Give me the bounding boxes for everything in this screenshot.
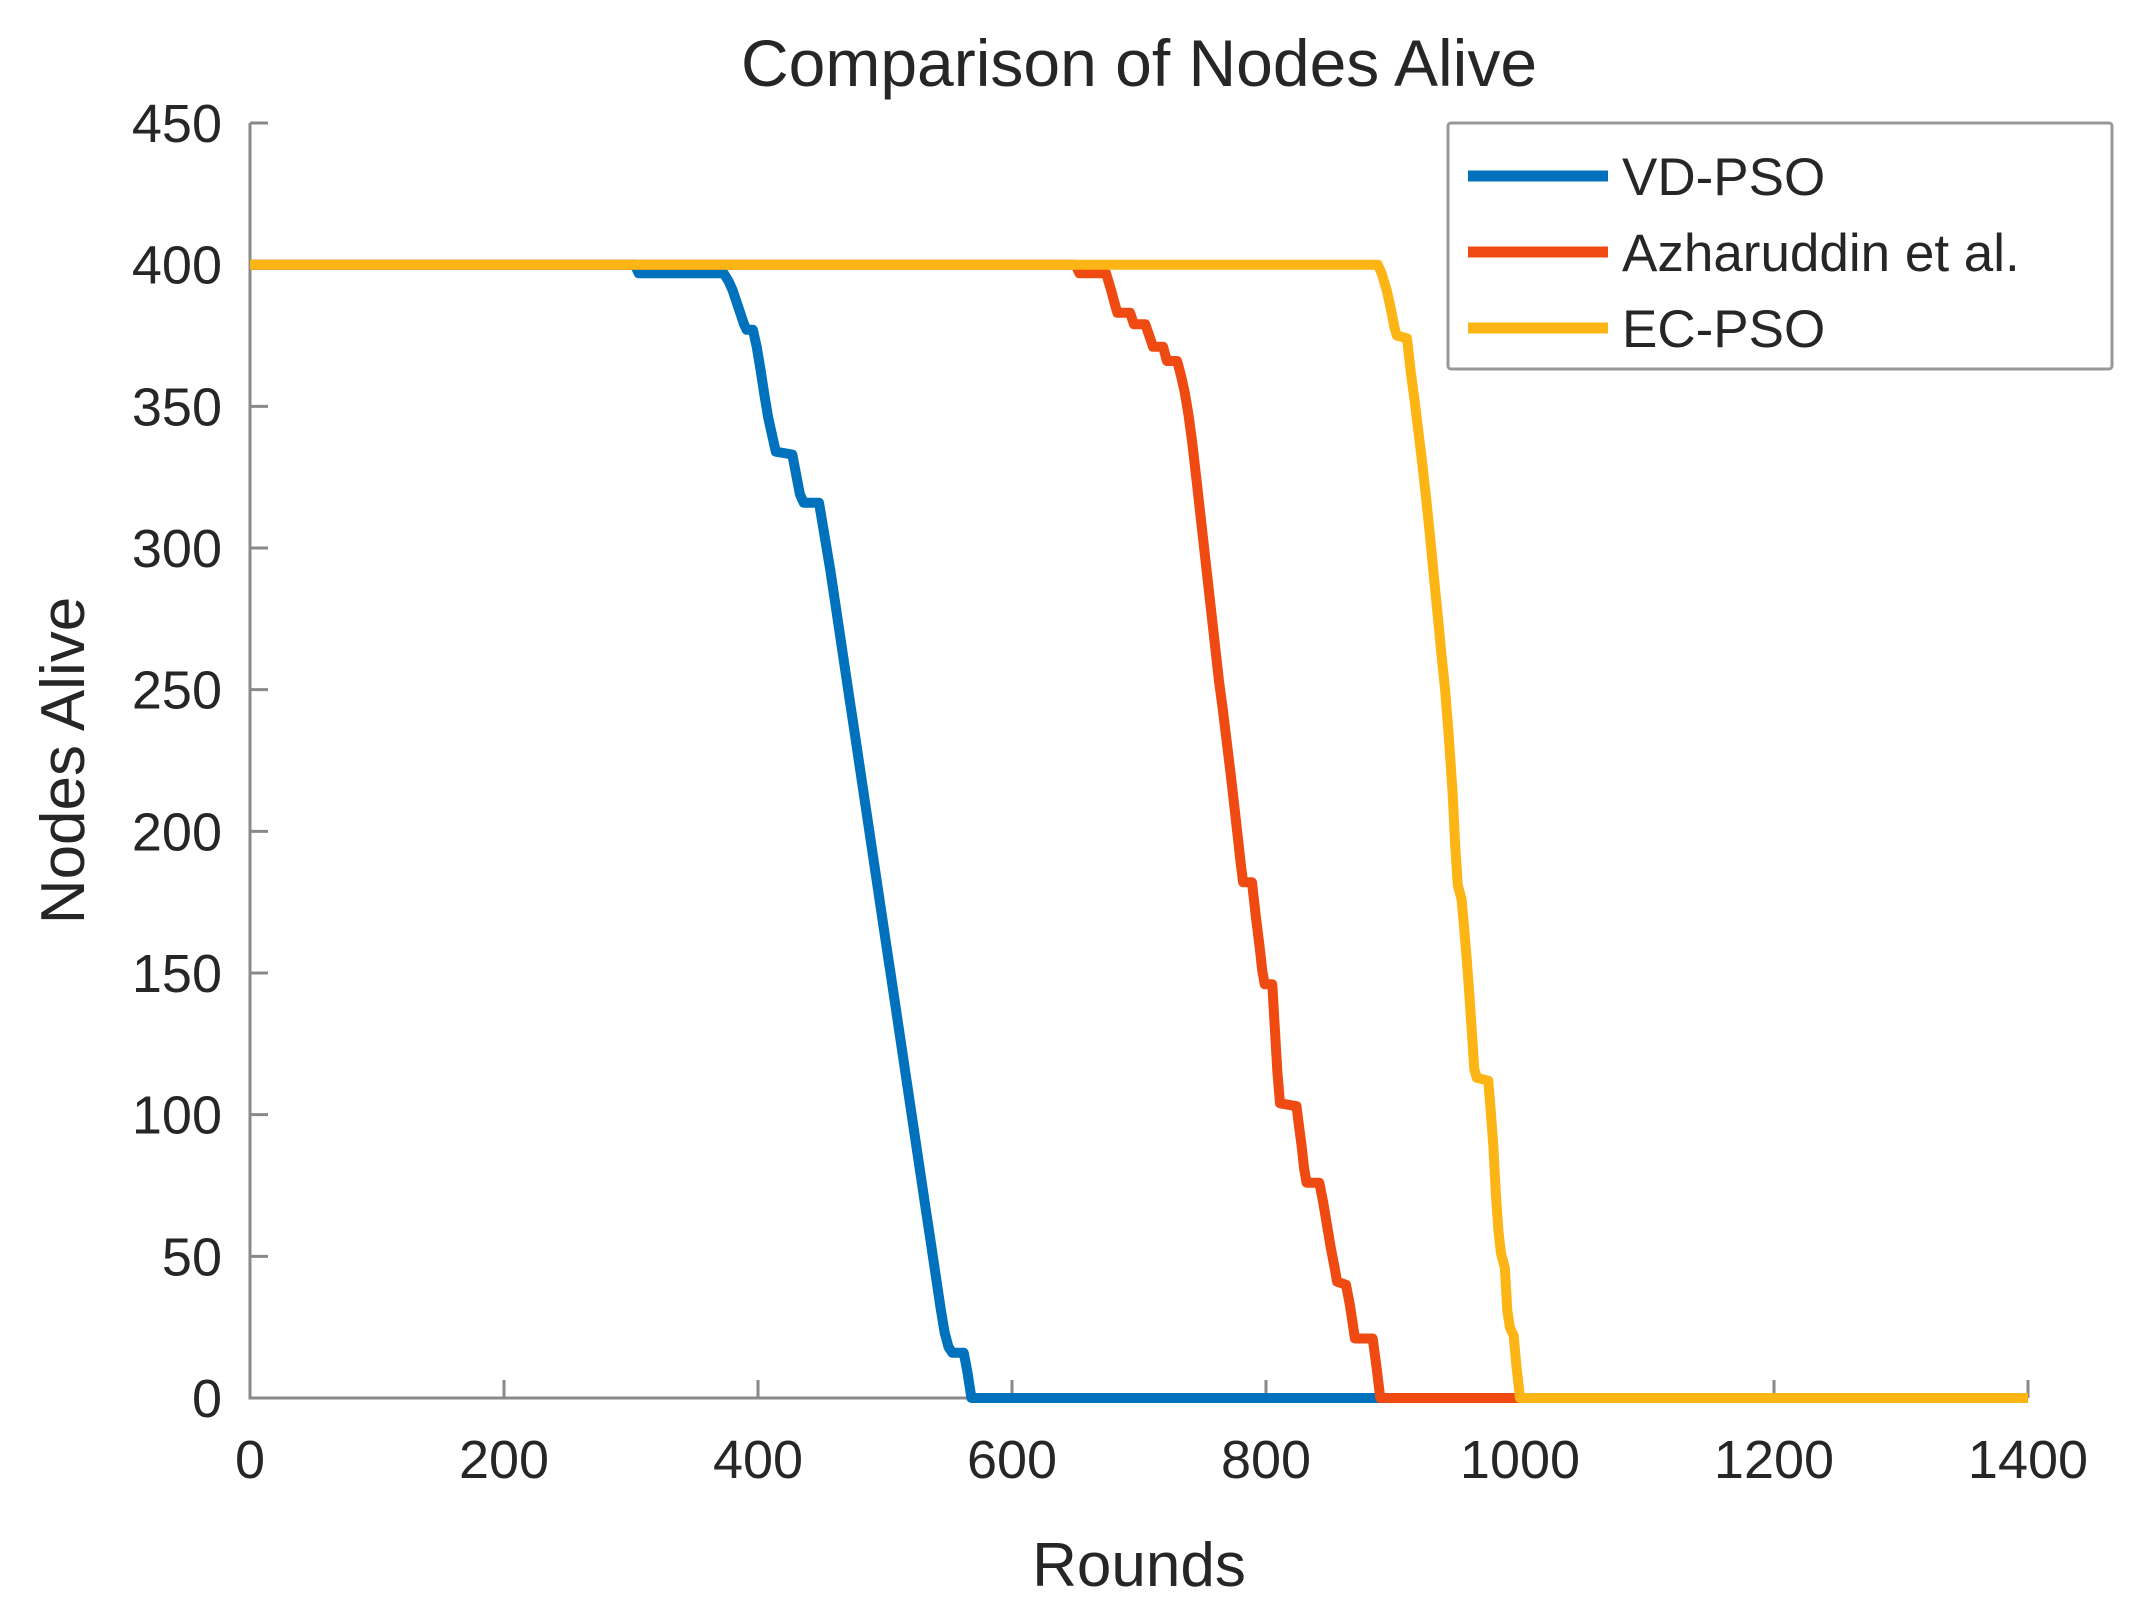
- y-tick-label: 200: [132, 802, 222, 862]
- y-tick-label: 0: [192, 1369, 222, 1429]
- y-tick-label: 300: [132, 519, 222, 579]
- y-tick-label: 400: [132, 236, 222, 296]
- x-tick-label: 1000: [1460, 1430, 1580, 1490]
- legend-entry-label: VD-PSO: [1622, 148, 1825, 207]
- y-tick-label: 150: [132, 944, 222, 1004]
- y-axis-label: Nodes Alive: [29, 597, 98, 924]
- x-tick-label: 600: [967, 1430, 1057, 1490]
- x-tick-label: 1400: [1968, 1430, 2088, 1490]
- legend-entry-label: Azharuddin et al.: [1622, 224, 2020, 283]
- y-tick-label: 350: [132, 377, 222, 437]
- legend-box: [1446, 121, 2114, 371]
- chart-title: Comparison of Nodes Alive: [741, 26, 1537, 100]
- x-tick-label: 400: [713, 1430, 803, 1490]
- x-tick-label: 800: [1221, 1430, 1311, 1490]
- y-tick-label: 450: [132, 94, 222, 154]
- y-tick-label: 50: [162, 1227, 222, 1287]
- x-tick-label: 200: [459, 1430, 549, 1490]
- y-tick-label: 250: [132, 661, 222, 721]
- series-line-azharuddin-et-al-: [250, 259, 2028, 1403]
- x-tick-label: 0: [235, 1430, 265, 1490]
- y-tick-label: 100: [132, 1086, 222, 1146]
- legend-entry-label: EC-PSO: [1622, 300, 1825, 359]
- legend: VD-PSO Azharuddin et al. EC-PSO: [1446, 121, 2114, 371]
- series-line-ec-pso: [250, 259, 2028, 1403]
- series-line-vd-pso: [250, 259, 2028, 1403]
- x-tick-label: 1200: [1714, 1430, 1834, 1490]
- x-axis-label: Rounds: [1032, 1531, 1246, 1600]
